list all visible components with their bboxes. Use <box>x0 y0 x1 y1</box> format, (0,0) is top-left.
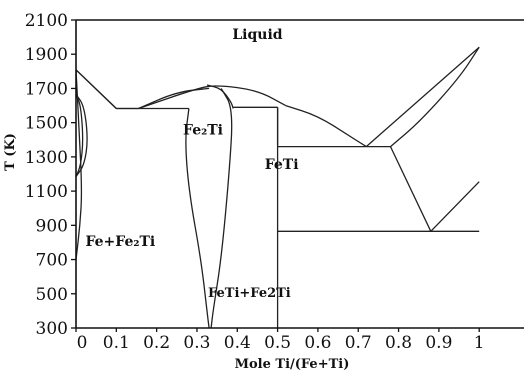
x-tick-label: 0.6 <box>304 333 331 353</box>
x-axis-label: Mole Ti/(Fe+Ti) <box>235 357 350 371</box>
y-tick-label: 700 <box>36 251 68 271</box>
x-tick-label: 0.7 <box>345 333 372 353</box>
x-tick-label: 0.4 <box>224 333 251 353</box>
y-tick-label: 500 <box>36 285 68 305</box>
liquidus-feti-to-eutectic-line <box>285 104 367 148</box>
solidus-fe-left-line <box>75 69 117 109</box>
beta-right-solvus-line <box>430 181 480 232</box>
solidus-beta-line <box>390 46 480 148</box>
y-tick-label: 2100 <box>25 11 68 31</box>
x-tick-label: 0.8 <box>385 333 412 353</box>
region-label: Liquid <box>232 27 282 43</box>
fe-solvus-line <box>75 69 83 260</box>
boundary-lines <box>75 46 480 329</box>
x-tick-label: 0.5 <box>264 333 291 353</box>
tick-labels: 300 500 700 900 1100 1300 1500 1700 1900 2100 0 0.1… <box>25 11 485 353</box>
x-tick-label: 0.2 <box>143 333 170 353</box>
beta-solvus-line <box>389 146 432 232</box>
x-tick-label: 0 <box>77 333 88 353</box>
region-label: Fe₂Ti <box>183 123 223 139</box>
axes <box>75 19 524 329</box>
region-label: FeTi <box>265 157 299 173</box>
x-tick-label: 0.1 <box>103 333 130 353</box>
x-tick-label: 0.9 <box>425 333 452 353</box>
fe2ti-peak-right-line <box>206 84 234 109</box>
fe2ti-left-boundary-line <box>185 108 210 329</box>
y-tick-label: 1300 <box>25 148 68 168</box>
y-tick-label: 300 <box>36 319 68 339</box>
y-tick-label: 1500 <box>25 114 68 134</box>
y-tick-label: 1100 <box>25 182 68 202</box>
liquidus-beta-line <box>365 46 480 148</box>
bcc-gamma-loop-outer-line <box>75 94 88 177</box>
y-tick-label: 1900 <box>25 45 68 65</box>
y-axis-label: T (K) <box>3 133 18 171</box>
x-tick-label: 0.3 <box>183 333 210 353</box>
region-label: Fe+Fe₂Ti <box>85 234 155 250</box>
y-tick-label: 900 <box>36 216 68 236</box>
y-tick-label: 1700 <box>25 79 68 99</box>
fe2ti-right-boundary-line <box>210 88 233 329</box>
x-tick-label: 1 <box>474 333 485 353</box>
region-label: FeTi+Fe2Ti <box>208 286 291 301</box>
liquidus-over-fe2ti-line <box>138 85 287 110</box>
region-labels: Liquid Fe₂Ti FeTi Fe+Fe₂Ti FeTi+Fe2Ti <box>85 27 298 301</box>
